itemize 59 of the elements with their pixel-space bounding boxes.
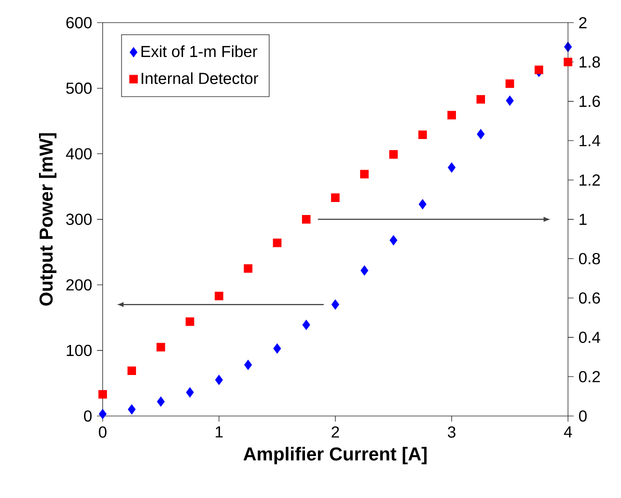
point: [476, 129, 485, 140]
x-tick-label: 0: [98, 426, 107, 438]
point: [156, 396, 165, 407]
point: [418, 130, 427, 140]
point: [156, 342, 166, 352]
y-tick-label: 400: [66, 148, 92, 160]
point: [98, 408, 107, 420]
point: [360, 170, 369, 178]
x-tick-label: 2: [332, 426, 339, 438]
y2-tick-label: 0.8: [579, 252, 600, 264]
point: [476, 95, 486, 104]
point: [273, 343, 282, 354]
point: [244, 360, 252, 370]
y-tick-label: 0: [84, 410, 92, 422]
y2-tick-label: 1.6: [580, 96, 600, 107]
x-tick-label: 1: [216, 426, 223, 438]
point: [128, 404, 136, 414]
y-tick-label: 200: [66, 279, 92, 291]
x-tick-label: 4: [564, 426, 572, 438]
point: [564, 58, 572, 66]
legend-label: Exit of 1-m Fiber: [142, 45, 258, 58]
y2-tick-label: 1.2: [580, 174, 600, 186]
point: [390, 235, 398, 246]
x-tick-label: 3: [448, 426, 456, 438]
legend-label: Internal Detector: [142, 72, 258, 84]
y2-tick-label: 0.2: [579, 370, 600, 382]
y2-tick-label: 1.8: [580, 56, 600, 68]
y2-tick-label: 2: [579, 17, 586, 28]
y2-tick-label: 0.6: [579, 292, 600, 304]
point: [186, 317, 194, 326]
x-axis-title: Amplifier Current [A]: [243, 446, 427, 464]
y-tick-label: 500: [66, 82, 92, 94]
point: [506, 96, 514, 106]
point: [331, 193, 340, 202]
point: [244, 264, 252, 273]
point: [272, 238, 282, 248]
y2-tick-label: 1.4: [580, 135, 600, 146]
y2-tick-label: 0: [579, 410, 587, 422]
point: [302, 215, 311, 224]
point: [389, 150, 398, 159]
y-tick-label: 100: [66, 344, 92, 356]
point: [215, 374, 223, 385]
point: [331, 299, 340, 310]
point: [127, 366, 136, 376]
y-tick-label: 600: [66, 17, 92, 28]
point: [448, 162, 456, 173]
point: [302, 320, 310, 330]
point: [360, 265, 368, 276]
point: [506, 79, 514, 88]
point: [98, 390, 107, 399]
y-axis-title: Output Power [mW]: [39, 133, 56, 306]
point: [186, 387, 194, 398]
point: [534, 66, 544, 74]
y-tick-label: 300: [66, 214, 92, 225]
y2-tick-label: 0.4: [579, 332, 600, 343]
y2-tick-label: 1: [580, 214, 587, 225]
point: [214, 292, 224, 300]
point: [447, 110, 456, 120]
point: [418, 199, 426, 210]
